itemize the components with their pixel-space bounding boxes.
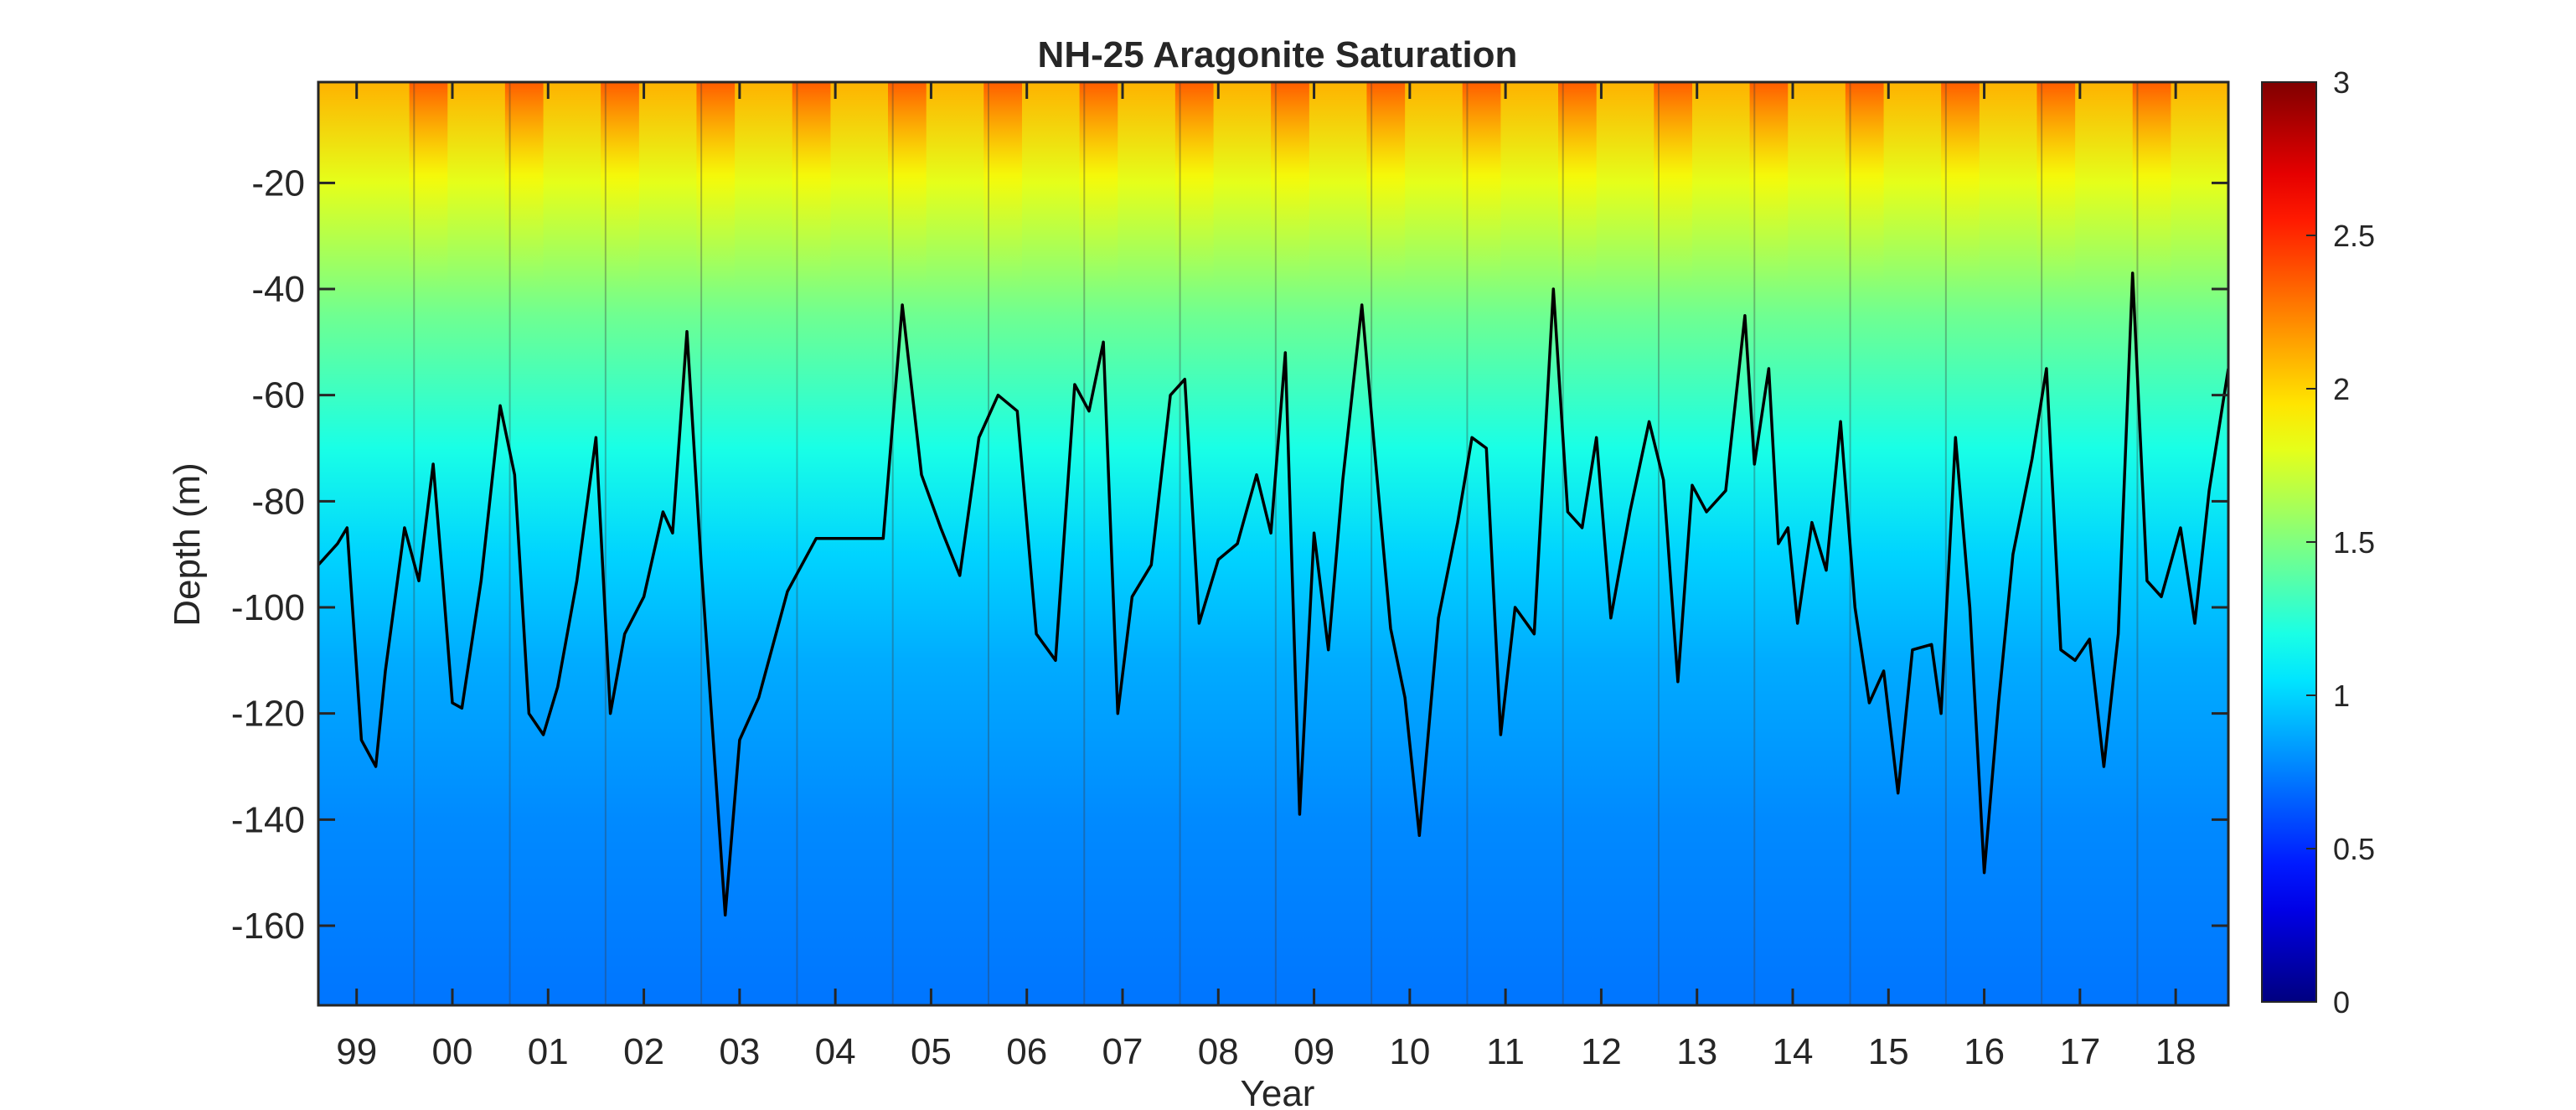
x-tick-label: 18 bbox=[2155, 1031, 2197, 1072]
saturation-contour-line bbox=[318, 271, 2228, 917]
seasonal-surface-band bbox=[1079, 82, 1118, 289]
seasonal-surface-band bbox=[1558, 82, 1597, 289]
x-axis-ticks: 99 00 01 02 03 04 05 06 07 08 09 10 11 12 13 14 15 16 17 18 bbox=[336, 82, 2197, 1072]
colorbar-tick-label: 3 bbox=[2333, 65, 2350, 100]
colorbar: 0 0.5 1 1.5 2 2.5 3 bbox=[2261, 65, 2375, 1020]
x-tick-label: 04 bbox=[815, 1031, 856, 1072]
x-tick-label: 03 bbox=[719, 1031, 760, 1072]
year-divider-lines bbox=[318, 82, 2139, 1005]
colorbar-tick-label: 2 bbox=[2333, 372, 2350, 406]
y-tick-label: -20 bbox=[251, 163, 305, 204]
seasonal-surface-band bbox=[2228, 82, 2267, 289]
x-tick-label: 09 bbox=[1293, 1031, 1334, 1072]
y-tick-label: -160 bbox=[231, 906, 305, 947]
x-tick-label: 16 bbox=[1964, 1031, 2005, 1072]
x-tick-label: 00 bbox=[432, 1031, 473, 1072]
y-axis-ticks: -160 -140 -120 -100 -80 -60 -40 -20 bbox=[231, 163, 2228, 947]
y-tick-label: -80 bbox=[251, 481, 305, 522]
plot-frame bbox=[317, 80, 2230, 1007]
x-tick-label: 15 bbox=[1868, 1031, 1909, 1072]
y-tick-label: -100 bbox=[231, 587, 305, 628]
x-tick-label: 02 bbox=[623, 1031, 664, 1072]
y-tick-label: -140 bbox=[231, 799, 305, 840]
y-tick-label: -60 bbox=[251, 375, 305, 416]
seasonal-surface-band bbox=[888, 82, 927, 289]
x-tick-label: 07 bbox=[1102, 1031, 1143, 1072]
x-tick-label: 01 bbox=[528, 1031, 569, 1072]
seasonal-surface-band bbox=[601, 82, 639, 289]
seasonal-surface-band bbox=[1366, 82, 1406, 289]
seasonal-surface-band bbox=[2037, 82, 2076, 289]
x-axis-label: Year bbox=[1241, 1073, 1315, 1110]
y-tick-label: -40 bbox=[251, 269, 305, 310]
seasonal-surface-band bbox=[696, 82, 736, 289]
x-tick-label: 17 bbox=[2059, 1031, 2100, 1072]
y-tick-label: -120 bbox=[231, 694, 305, 735]
seasonal-surface-band bbox=[1174, 82, 1214, 289]
x-tick-label: 99 bbox=[336, 1031, 377, 1072]
seasonal-surface-band bbox=[1749, 82, 1789, 289]
chart-title: NH-25 Aragonite Saturation bbox=[1038, 34, 1518, 75]
seasonal-surface-band bbox=[1462, 82, 1501, 289]
x-tick-label: 13 bbox=[1676, 1031, 1717, 1072]
colorbar-tick-label: 0 bbox=[2333, 985, 2350, 1020]
x-tick-label: 05 bbox=[911, 1031, 952, 1072]
seasonal-variation-layer bbox=[409, 82, 2267, 289]
colorbar-ticks: 0 0.5 1 1.5 2 2.5 3 bbox=[2306, 65, 2375, 1020]
colorbar-tick-label: 1.5 bbox=[2333, 525, 2375, 560]
seasonal-surface-band bbox=[409, 82, 448, 289]
x-tick-label: 08 bbox=[1198, 1031, 1239, 1072]
x-tick-label: 10 bbox=[1389, 1031, 1430, 1072]
seasonal-surface-band bbox=[504, 82, 544, 289]
x-tick-label: 12 bbox=[1581, 1031, 1622, 1072]
heatmap-field bbox=[318, 82, 2267, 1005]
y-axis-label: Depth (m) bbox=[167, 462, 208, 627]
seasonal-surface-band bbox=[1271, 82, 1309, 289]
seasonal-surface-band bbox=[983, 82, 1022, 289]
x-tick-label: 06 bbox=[1006, 1031, 1047, 1072]
seasonal-surface-band bbox=[1845, 82, 1884, 289]
seasonal-surface-band bbox=[2132, 82, 2171, 289]
seasonal-surface-band bbox=[1941, 82, 1980, 289]
seasonal-surface-band bbox=[792, 82, 831, 289]
seasonal-surface-band bbox=[1654, 82, 1692, 289]
colorbar-tick-label: 2.5 bbox=[2333, 219, 2375, 253]
x-tick-label: 14 bbox=[1773, 1031, 1814, 1072]
x-tick-label: 11 bbox=[1486, 1031, 1525, 1072]
colorbar-tick-label: 1 bbox=[2333, 679, 2350, 713]
colorbar-tick-label: 0.5 bbox=[2333, 832, 2375, 866]
